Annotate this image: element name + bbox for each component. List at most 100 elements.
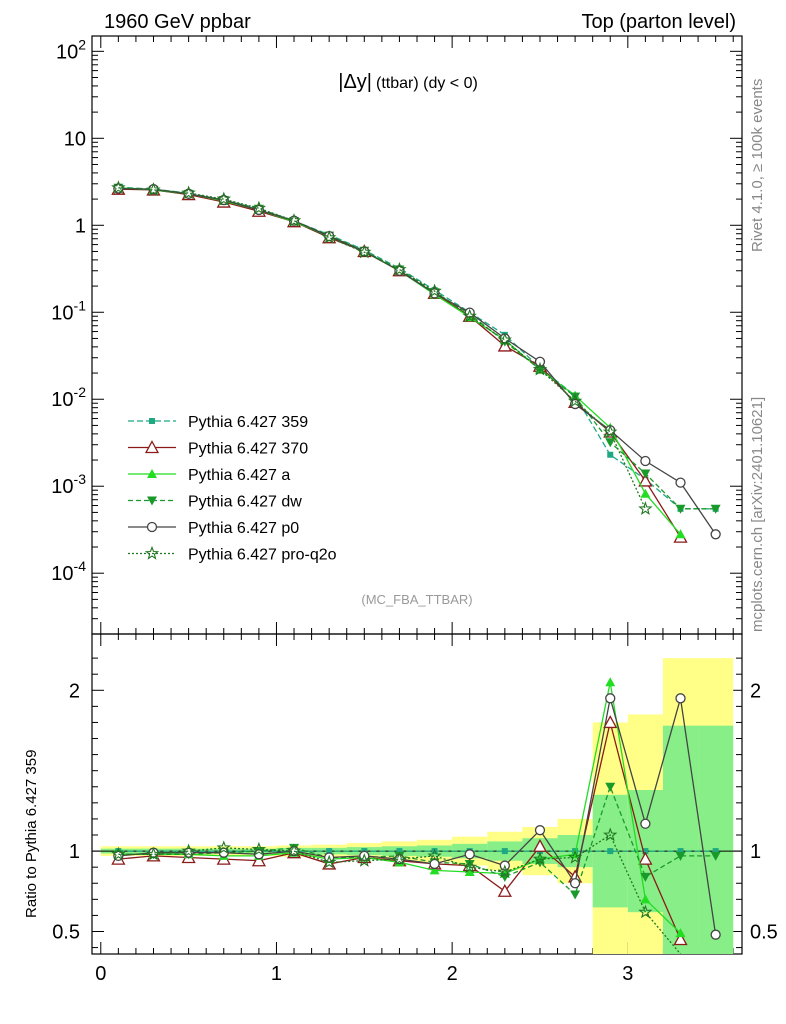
data-point-p0: [675, 477, 686, 488]
ratio-point-pro-q2o: [602, 827, 618, 842]
ratio-point-dw: [710, 851, 721, 861]
ratio-point-359: [642, 848, 649, 855]
ratio-point-pro-q2o: [146, 846, 161, 861]
data-point-p0: [534, 356, 546, 367]
legend-marker-a: [147, 469, 157, 478]
ratio-point-370: [638, 851, 653, 865]
data-point-pro-q2o: [532, 361, 548, 376]
data-point-pro-q2o: [497, 332, 512, 347]
ratio-point-359: [607, 848, 614, 855]
ratio-point-370: [497, 883, 512, 897]
series-370: [111, 181, 688, 543]
ratio-point-pro-q2o: [286, 843, 302, 858]
data-point-pro-q2o: [462, 308, 477, 323]
data-point-a: [640, 488, 651, 498]
data-point-a: [675, 529, 686, 539]
ratio-point-pro-q2o: [497, 864, 512, 879]
ratio-point-p0: [569, 878, 581, 889]
data-point-dw: [675, 504, 686, 514]
data-point-p0: [218, 194, 229, 206]
ratio-point-pro-q2o: [111, 846, 126, 861]
ratio-point-pro-q2o: [216, 840, 232, 854]
ratio-point-a: [429, 865, 440, 875]
data-point-pro-q2o: [322, 230, 337, 244]
ratio-tick-label-right: 1: [750, 841, 761, 863]
ratio-point-pro-q2o: [532, 851, 548, 866]
ratio-bands: [100, 658, 734, 954]
data-point-pro-q2o: [251, 200, 267, 215]
ratio-point-370: [673, 932, 688, 946]
ratio-tick-label-right: 2: [750, 680, 761, 702]
ratio-point-p0: [534, 825, 546, 836]
legend-marker-370: [144, 440, 160, 454]
ratio-point-dw: [675, 851, 686, 861]
y-tick-label: 10: [64, 128, 86, 150]
x-tick-label: 1: [271, 963, 282, 985]
side-label-lower: mcplots.cern.ch [arXiv:2401.10621]: [749, 397, 766, 632]
data-point-pro-q2o: [427, 283, 442, 298]
main-series: [111, 180, 721, 543]
legend: Pythia 6.427 359 Pythia 6.427 370 Pythia 6…: [128, 414, 337, 564]
plot-title-sub: (ttbar) (dy < 0): [376, 75, 478, 92]
ratio-point-a: [605, 677, 616, 687]
main-axes-box: [91, 35, 743, 635]
data-point-pro-q2o: [181, 185, 196, 200]
legend-label-dw: Pythia 6.427 dw: [188, 494, 302, 511]
legend-marker-359: [149, 418, 155, 424]
ratio-tick-label-left: 0.5: [52, 921, 80, 943]
x-tick-label: 2: [447, 963, 458, 985]
ratio-point-p0: [640, 818, 651, 829]
ratio-point-p0: [710, 929, 721, 940]
ratio-pro-q2o: [111, 827, 681, 955]
ratio-point-359: [501, 848, 508, 855]
series-line-370: [118, 188, 682, 538]
legend-marker-pro-q2o: [144, 545, 160, 560]
data-point-dw: [710, 504, 721, 514]
ratio-ylabel: Ratio to Pythia 6.427 359: [23, 750, 40, 918]
ratio-point-pro-q2o: [638, 904, 653, 919]
ratio-point-pro-q2o: [462, 859, 477, 874]
data-point-pro-q2o: [638, 501, 653, 515]
ratio-point-370: [532, 838, 548, 852]
header-left: 1960 GeV ppbar: [104, 11, 251, 33]
ratio-point-pro-q2o: [251, 841, 267, 856]
ratio-series: [111, 677, 721, 955]
ratio-point-dw: [570, 890, 581, 900]
ratio-point-359: [396, 848, 403, 855]
ratio-line-p0: [118, 698, 717, 935]
y-tick-label: 10-3: [51, 471, 86, 498]
header-right: Top (parton level): [581, 11, 736, 33]
ratio-point-dw: [605, 782, 616, 792]
series-line-359: [118, 186, 716, 510]
ratio-point-dw: [640, 872, 651, 882]
ratio-point-a: [675, 928, 686, 938]
series-a: [113, 182, 686, 539]
ratio-point-a: [464, 866, 475, 876]
legend-marker-dw: [147, 496, 157, 506]
ratio-line-pro-q2o: [118, 834, 681, 955]
ratio-tick-label-right: 0.5: [750, 921, 778, 943]
legend-label-a: Pythia 6.427 a: [188, 467, 290, 484]
ratio-point-359: [326, 848, 333, 855]
ratio-point-dw: [464, 859, 475, 869]
plot-title-main: |Δy|: [338, 71, 372, 93]
ratio-point-p0: [429, 858, 440, 870]
y-tick-label: 10-4: [51, 558, 86, 585]
ratio-point-p0: [605, 693, 616, 704]
data-point-pro-q2o: [357, 244, 372, 259]
series-line-p0: [118, 187, 717, 535]
band-green: [662, 725, 699, 954]
data-point-dw: [640, 469, 651, 479]
ratio-tick-label-left: 2: [69, 680, 80, 702]
legend-label-pro-q2o: Pythia 6.427 pro-q2o: [188, 547, 337, 564]
ratio-point-pro-q2o: [322, 854, 337, 869]
ratio-point-p0: [464, 849, 475, 860]
ratio-point-359: [712, 848, 719, 855]
data-point-359: [607, 451, 614, 458]
ratio-point-359: [677, 848, 684, 855]
series-p0: [113, 183, 721, 540]
y-tick-label: 1: [75, 215, 86, 237]
ratio-point-pro-q2o: [427, 848, 442, 863]
data-point-370: [638, 473, 653, 487]
